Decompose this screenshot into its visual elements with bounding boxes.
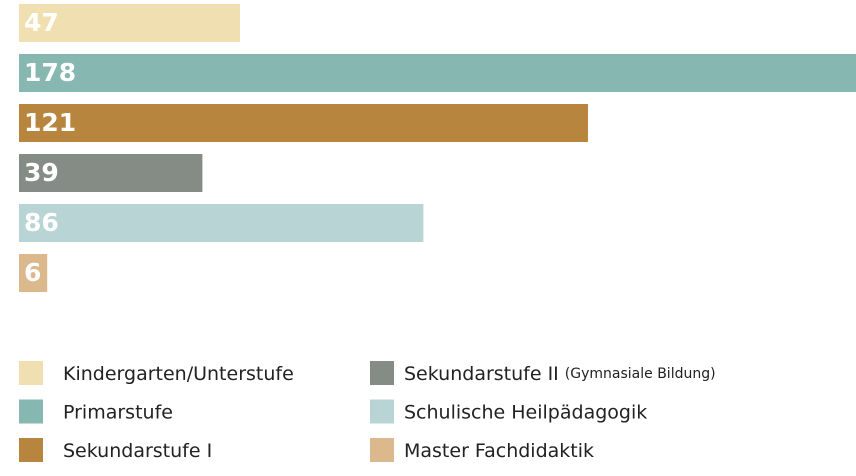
legend-label: Sekundarstufe II (Gymnasiale Bildung): [404, 363, 716, 385]
legend-swatch: [370, 361, 394, 385]
legend-swatch: [370, 438, 394, 462]
value-label: 39: [24, 158, 59, 187]
legend-label: Master Fachdidaktik: [404, 440, 594, 462]
bar: [19, 54, 856, 92]
legend-label: Sekundarstufe I: [63, 440, 212, 462]
value-label: 86: [24, 208, 59, 237]
bar: [19, 104, 588, 142]
legend-swatch: [19, 438, 43, 462]
value-label: 121: [24, 108, 76, 137]
legend-label: Primarstufe: [63, 401, 173, 423]
legend-name: Primarstufe: [63, 401, 173, 423]
legend-name: Sekundarstufe I: [63, 440, 212, 462]
legend-label: Kindergarten/Unterstufe: [63, 363, 294, 385]
legend-detail: (Gymnasiale Bildung): [565, 366, 716, 382]
value-label: 178: [24, 58, 76, 87]
legend-name: Schulische Heilpädagogik: [404, 401, 647, 423]
value-label: 6: [24, 258, 41, 287]
legend-label: Schulische Heilpädagogik: [404, 401, 647, 423]
bar: [19, 204, 424, 242]
bar: [19, 254, 48, 292]
legend-name: Master Fachdidaktik: [404, 440, 594, 462]
legend-swatch: [370, 399, 394, 424]
bar: [19, 4, 241, 42]
legend-swatch: [19, 399, 43, 424]
legend-swatch: [19, 361, 43, 385]
bar: [19, 154, 203, 192]
value-label: 47: [24, 8, 59, 37]
legend-name: Kindergarten/Unterstufe: [63, 363, 294, 385]
legend-name: Sekundarstufe II: [404, 363, 559, 385]
